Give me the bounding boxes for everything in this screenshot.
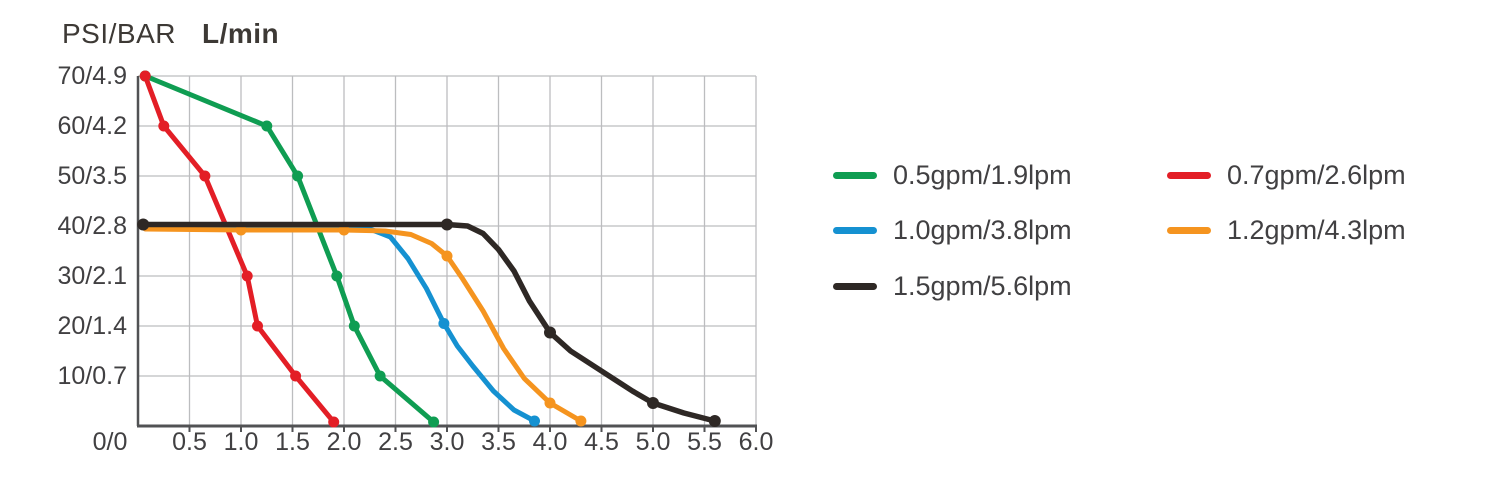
x-axis-tick-label: 0.5 xyxy=(172,428,207,456)
series-point-0.5gpm/1.9lpm xyxy=(292,170,304,182)
series-point-1.0gpm/3.8lpm xyxy=(529,415,540,427)
legend-swatch xyxy=(1167,227,1211,234)
series-point-0.5gpm/1.9lpm xyxy=(374,370,386,382)
series-point-1.5gpm/5.6lpm xyxy=(137,218,150,231)
series-point-0.7gpm/2.6lpm xyxy=(290,370,302,382)
series-line-1.2gpm/4.3lpm xyxy=(142,226,584,424)
series-point-1.2gpm/4.3lpm xyxy=(441,250,453,262)
series-point-1.5gpm/5.6lpm xyxy=(647,397,659,409)
series-point-1.2gpm/4.3lpm xyxy=(544,397,556,409)
y-axis-tick-label: 40/2.8 xyxy=(57,212,127,240)
series-point-0.7gpm/2.6lpm xyxy=(328,416,340,428)
series-point-1.5gpm/5.6lpm xyxy=(441,218,453,231)
x-axis-tick-label: 3.0 xyxy=(429,428,465,456)
x-axis-tick-label: 4.0 xyxy=(532,428,568,456)
series-point-0.5gpm/1.9lpm xyxy=(428,416,440,428)
x-axis-tick-label: 6.0 xyxy=(738,428,774,456)
series-point-1.5gpm/5.6lpm xyxy=(708,415,721,427)
series-point-0.5gpm/1.9lpm xyxy=(331,270,343,282)
legend-swatch xyxy=(833,171,877,179)
legend-swatch xyxy=(1167,171,1211,179)
legend-label: 0.5gpm/1.9lpm xyxy=(893,159,1072,190)
y-axis-tick-label: 10/0.7 xyxy=(57,362,127,390)
y-axis-tick-label: 20/1.4 xyxy=(57,312,127,340)
series-point-1.0gpm/3.8lpm xyxy=(438,318,450,329)
series-point-0.7gpm/2.6lpm xyxy=(139,70,151,82)
legend-item: 1.2gpm/4.3lpm xyxy=(1167,215,1406,247)
x-axis-tick-label: 5.0 xyxy=(635,428,671,456)
chart-title: PSI/BAR L/min xyxy=(62,18,279,50)
series-point-0.5gpm/1.9lpm xyxy=(261,120,273,132)
series-point-1.2gpm/4.3lpm xyxy=(575,415,587,427)
x-axis-tick-label: 1.0 xyxy=(223,428,259,456)
legend-swatch xyxy=(833,227,877,234)
x-axis-unit-label: L/min xyxy=(201,18,280,49)
y-axis-tick-label: 60/4.2 xyxy=(57,112,127,140)
y-axis-unit-label: PSI/BAR xyxy=(62,18,176,49)
series-line-0.7gpm/2.6lpm xyxy=(142,73,337,425)
series-point-0.7gpm/2.6lpm xyxy=(241,270,253,282)
y-axis-tick-label: 50/3.5 xyxy=(57,162,127,190)
series-point-0.5gpm/1.9lpm xyxy=(348,320,360,332)
x-axis-tick-label: 1.5 xyxy=(275,428,310,456)
legend-item: 0.7gpm/2.6lpm xyxy=(1167,159,1406,191)
legend-item: 0.5gpm/1.9lpm xyxy=(833,159,1072,191)
series-point-0.7gpm/2.6lpm xyxy=(158,120,170,132)
legend-label: 0.7gpm/2.6lpm xyxy=(1227,159,1406,190)
series-line-1.0gpm/3.8lpm xyxy=(142,225,537,424)
legend-label: 1.5gpm/5.6lpm xyxy=(893,270,1072,301)
legend-item: 1.5gpm/5.6lpm xyxy=(833,270,1072,302)
legend-label: 1.0gpm/3.8lpm xyxy=(893,215,1072,245)
y-axis-tick-label: 30/2.1 xyxy=(57,262,127,290)
series-point-1.5gpm/5.6lpm xyxy=(544,326,556,339)
legend-item: 1.0gpm/3.8lpm xyxy=(833,215,1072,247)
x-axis-tick-label: 5.5 xyxy=(687,428,722,456)
x-axis-tick-label: 4.5 xyxy=(584,428,619,456)
legend-label: 1.2gpm/4.3lpm xyxy=(1227,215,1406,245)
series-point-0.7gpm/2.6lpm xyxy=(252,320,263,332)
x-axis-tick-label: 0/0 xyxy=(92,428,128,456)
x-axis-tick-label: 3.5 xyxy=(481,428,516,456)
legend-swatch xyxy=(833,282,877,290)
series-line-1.5gpm/5.6lpm xyxy=(140,221,718,424)
x-axis-tick-label: 2.0 xyxy=(326,428,362,456)
series-point-0.7gpm/2.6lpm xyxy=(199,170,211,182)
y-axis-tick-label: 70/4.9 xyxy=(57,62,127,90)
x-axis-tick-label: 2.5 xyxy=(378,428,413,456)
